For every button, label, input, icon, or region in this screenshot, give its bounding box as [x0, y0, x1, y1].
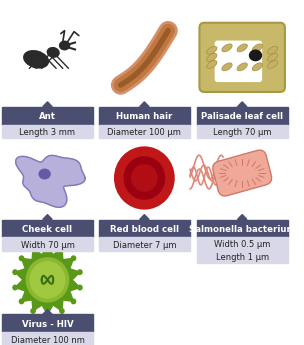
Polygon shape [43, 102, 52, 107]
Polygon shape [237, 102, 247, 107]
Circle shape [19, 298, 24, 304]
Circle shape [59, 308, 65, 314]
Circle shape [19, 255, 24, 261]
Bar [2, 107, 93, 125]
FancyBboxPatch shape [213, 150, 272, 196]
Bar [99, 219, 190, 237]
Ellipse shape [59, 41, 70, 50]
Text: Diameter 100 μm: Diameter 100 μm [107, 128, 181, 137]
Circle shape [131, 164, 158, 192]
Polygon shape [140, 102, 149, 107]
FancyBboxPatch shape [199, 23, 285, 92]
Text: Cheek cell: Cheek cell [22, 225, 72, 234]
Text: Diameter 7 μm: Diameter 7 μm [112, 241, 176, 250]
Ellipse shape [237, 63, 247, 71]
Bar [197, 125, 288, 138]
Circle shape [71, 255, 76, 261]
Circle shape [26, 257, 69, 303]
Polygon shape [43, 309, 52, 314]
Polygon shape [237, 215, 247, 219]
Polygon shape [140, 215, 149, 219]
Ellipse shape [252, 63, 263, 71]
Circle shape [45, 242, 50, 248]
Bar [2, 219, 93, 237]
Ellipse shape [268, 61, 278, 68]
Circle shape [12, 269, 18, 275]
Circle shape [12, 285, 18, 290]
Circle shape [71, 298, 76, 304]
Text: Red blood cell: Red blood cell [110, 225, 179, 234]
Ellipse shape [39, 169, 51, 179]
Ellipse shape [23, 50, 49, 69]
Text: Virus - HIV: Virus - HIV [22, 320, 73, 329]
Ellipse shape [207, 61, 217, 68]
Text: Ant: Ant [39, 112, 56, 121]
Text: Salmonella bacterium: Salmonella bacterium [189, 225, 295, 234]
Bar [99, 237, 190, 251]
Ellipse shape [47, 47, 60, 58]
Ellipse shape [222, 63, 232, 71]
Text: Length 3 mm: Length 3 mm [19, 128, 75, 137]
Ellipse shape [252, 44, 263, 52]
Text: Diameter 100 nm: Diameter 100 nm [11, 336, 85, 345]
Ellipse shape [222, 44, 232, 52]
Ellipse shape [268, 53, 278, 61]
Circle shape [30, 308, 36, 314]
Text: Width 0.5 μm
Length 1 μm: Width 0.5 μm Length 1 μm [214, 240, 270, 262]
Bar [99, 125, 190, 138]
Text: Palisade leaf cell: Palisade leaf cell [201, 112, 283, 121]
Bar [2, 125, 93, 138]
Bar [2, 237, 93, 251]
Circle shape [77, 269, 83, 275]
Bar [99, 107, 190, 125]
Polygon shape [16, 155, 85, 207]
Bar [197, 107, 288, 125]
Circle shape [30, 246, 36, 252]
Ellipse shape [207, 53, 217, 61]
Circle shape [29, 261, 66, 299]
Ellipse shape [268, 46, 278, 54]
Bar [2, 332, 93, 345]
Polygon shape [15, 245, 80, 314]
Circle shape [45, 312, 50, 317]
Bar [197, 219, 288, 237]
Circle shape [59, 246, 65, 252]
Text: Length 70 μm: Length 70 μm [213, 128, 271, 137]
Ellipse shape [237, 44, 247, 52]
Circle shape [77, 285, 83, 290]
Text: Width 70 μm: Width 70 μm [21, 241, 74, 250]
Circle shape [123, 156, 165, 200]
Bar [197, 237, 288, 263]
Bar [2, 314, 93, 332]
Polygon shape [43, 215, 52, 219]
Text: Human hair: Human hair [116, 112, 173, 121]
Circle shape [114, 146, 175, 210]
Ellipse shape [249, 49, 262, 61]
Ellipse shape [207, 46, 217, 54]
FancyBboxPatch shape [215, 41, 262, 82]
